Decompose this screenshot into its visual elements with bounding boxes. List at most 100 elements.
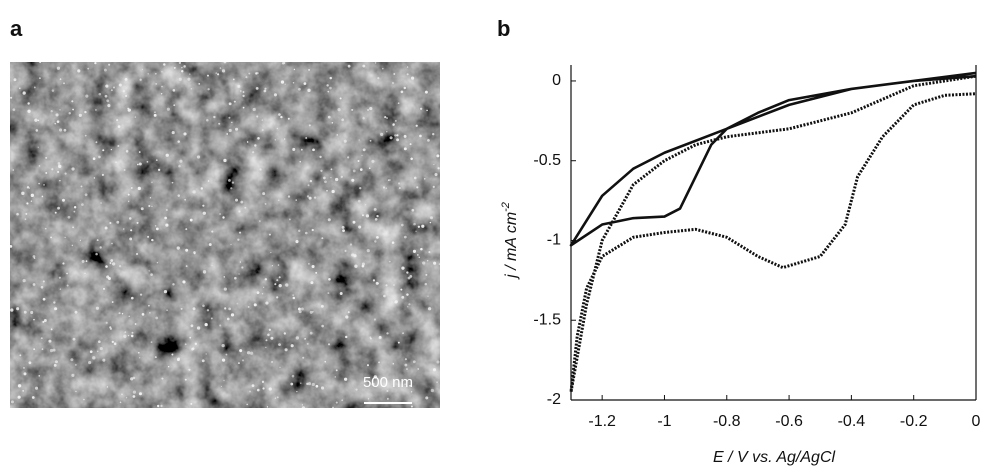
sem-particle — [245, 76, 248, 79]
sem-particle — [301, 404, 304, 406]
sem-particle — [239, 261, 242, 263]
sem-particle — [389, 136, 393, 140]
sem-particle — [23, 310, 27, 314]
sem-particle — [335, 401, 338, 404]
sem-particle — [184, 198, 187, 201]
sem-particle — [184, 378, 187, 381]
sem-particle — [373, 318, 377, 321]
sem-particle — [382, 68, 384, 70]
sem-particle — [226, 133, 229, 135]
sem-particle — [396, 134, 399, 137]
sem-particle — [239, 349, 243, 353]
sem-particle — [228, 128, 232, 133]
sem-particle — [224, 307, 227, 310]
sem-particle — [95, 141, 98, 144]
sem-particle — [219, 324, 222, 327]
sem-particle — [309, 179, 313, 183]
sem-particle — [95, 252, 98, 256]
sem-particle — [252, 151, 255, 154]
sem-particle — [263, 286, 265, 288]
sem-particle — [106, 99, 110, 103]
sem-particle — [132, 395, 136, 398]
sem-particle — [57, 206, 61, 210]
sem-particle — [173, 104, 176, 107]
sem-particle — [165, 208, 168, 212]
sem-particle — [270, 336, 274, 340]
sem-particle — [124, 78, 128, 81]
sem-particle — [109, 262, 112, 264]
sem-particle — [201, 359, 205, 363]
sem-particle — [242, 91, 245, 93]
sem-particle — [129, 237, 133, 241]
sem-particle — [207, 180, 210, 182]
sem-particle — [223, 158, 227, 163]
sem-particle — [359, 168, 363, 171]
sem-particle — [98, 92, 102, 96]
sem-particle — [397, 182, 401, 185]
sem-particle — [276, 296, 279, 299]
sem-particle — [400, 288, 403, 291]
sem-particle — [25, 212, 28, 215]
sem-particle — [310, 281, 314, 285]
sem-particle — [37, 146, 39, 148]
sem-particle — [415, 124, 418, 127]
sem-particle — [72, 337, 76, 341]
sem-particle — [215, 72, 218, 74]
sem-particle — [181, 66, 183, 69]
sem-particle — [264, 87, 267, 90]
sem-particle — [436, 381, 438, 383]
sem-particle — [107, 104, 111, 108]
cv-curve — [569, 74, 977, 394]
sem-particle — [87, 67, 90, 70]
sem-particle — [12, 108, 16, 112]
sem-particle — [228, 116, 231, 119]
sem-particle — [297, 307, 301, 311]
sem-particle — [304, 231, 308, 235]
sem-particle — [395, 120, 397, 122]
x-tick-label: -1.2 — [588, 413, 616, 430]
sem-particle — [55, 360, 58, 364]
sem-particle — [385, 284, 388, 287]
sem-particle — [231, 181, 235, 184]
sem-particle — [394, 300, 398, 304]
sem-particle — [295, 336, 300, 340]
sem-particle — [434, 172, 438, 177]
sem-particle — [392, 123, 395, 126]
panel-label: a — [10, 16, 23, 41]
sem-particle — [329, 86, 332, 90]
sem-particle — [366, 248, 370, 253]
sem-particle — [89, 350, 93, 354]
sem-particle — [108, 63, 111, 66]
sem-particle — [319, 155, 322, 159]
y-tick-label: -1 — [547, 232, 561, 249]
sem-particle — [367, 109, 370, 112]
sem-particle — [54, 122, 56, 125]
sem-particle — [111, 242, 113, 245]
sem-particle — [101, 173, 105, 176]
sem-particle — [202, 204, 205, 207]
sem-particle — [281, 62, 285, 65]
sem-particle — [413, 176, 417, 180]
sem-particle — [165, 153, 169, 157]
sem-particle — [298, 87, 301, 91]
sem-particle — [117, 144, 120, 147]
sem-particle — [369, 336, 372, 339]
sem-particle — [354, 264, 358, 268]
sem-particle — [211, 264, 213, 267]
sem-particle — [141, 68, 144, 70]
sem-particle — [115, 161, 117, 164]
sem-particle — [71, 167, 75, 171]
sem-particle — [190, 88, 193, 90]
sem-particle — [166, 107, 170, 111]
sem-particle — [127, 334, 130, 337]
sem-particle — [292, 147, 296, 152]
sem-particle — [148, 204, 151, 207]
sem-particle — [358, 139, 360, 141]
y-axis-label-sup: -2 — [500, 202, 512, 212]
sem-particle — [204, 322, 208, 327]
sem-particle — [54, 211, 57, 214]
sem-particle — [74, 363, 77, 366]
sem-particle — [56, 66, 61, 70]
sem-texture — [10, 62, 440, 408]
sem-particle — [296, 390, 298, 393]
